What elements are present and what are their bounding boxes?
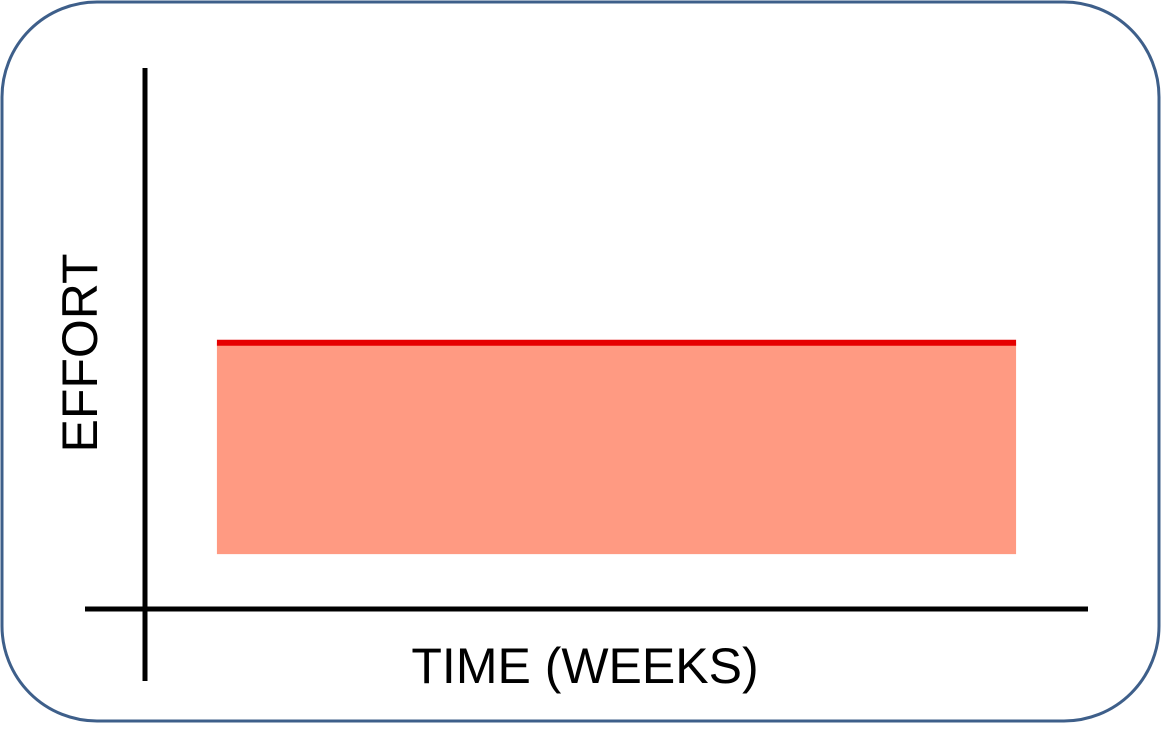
x-axis-label: TIME (WEEKS) <box>411 638 758 694</box>
effort-area <box>216 342 1017 555</box>
y-axis-label: EFFORT <box>52 253 108 452</box>
